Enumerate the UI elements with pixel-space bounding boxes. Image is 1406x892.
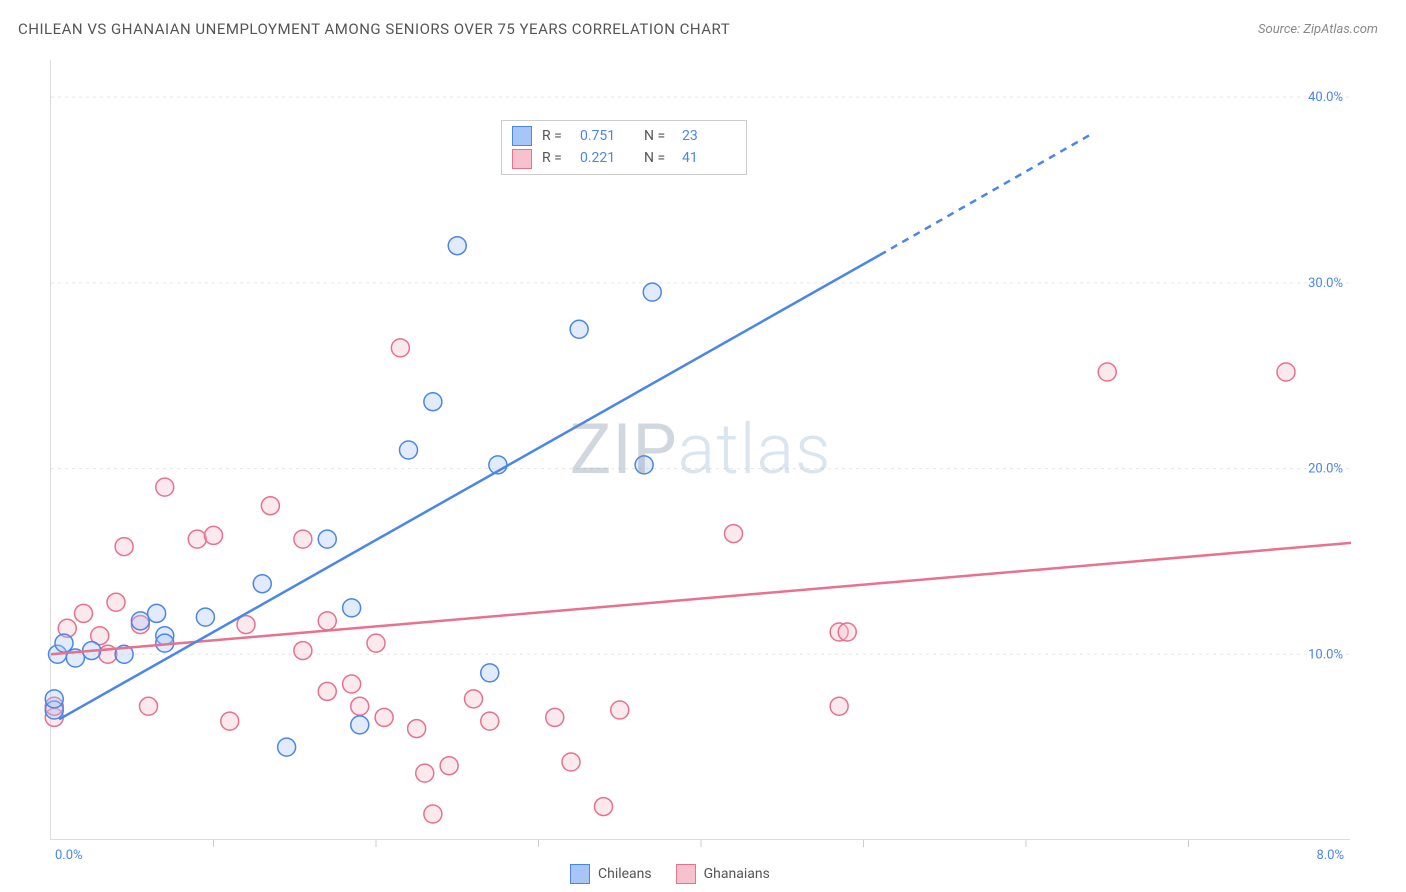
data-point [838,623,856,641]
data-point [343,675,361,693]
n-label: N = [644,125,672,147]
legend-label: Chileans [598,866,652,882]
data-point [148,604,166,622]
data-point [221,712,239,730]
data-point [140,697,158,715]
correlation-row-chileans: R = 0.751 N = 23 [512,125,736,147]
data-point [440,757,458,775]
legend-swatch [676,864,696,884]
legend-item: Ghanaians [676,864,770,884]
data-point [294,642,312,660]
correlation-row-ghanaians: R = 0.221 N = 41 [512,147,736,169]
data-point [830,697,848,715]
data-point [55,634,73,652]
data-point [408,720,426,738]
data-point [343,599,361,617]
r-value-ghanaians: 0.221 [580,147,634,169]
r-label: R = [542,125,570,147]
swatch-ghanaians [512,149,532,169]
data-point [416,764,434,782]
data-point [643,283,661,301]
y-tick-label: 30.0% [1308,276,1343,291]
data-point [562,753,580,771]
data-point [595,798,613,816]
data-point [351,716,369,734]
data-point [481,664,499,682]
data-point [725,525,743,543]
y-tick-label: 40.0% [1308,90,1343,105]
data-point [546,708,564,726]
data-point [318,530,336,548]
legend-item: Chileans [570,864,652,884]
swatch-chileans [512,126,532,146]
data-point [156,478,174,496]
r-value-chileans: 0.751 [580,125,634,147]
r-label: R = [542,147,570,169]
chart-title: CHILEAN VS GHANAIAN UNEMPLOYMENT AMONG S… [18,20,730,38]
n-label: N = [644,147,672,169]
data-point [107,593,125,611]
data-point [196,608,214,626]
n-value-ghanaians: 41 [682,147,736,169]
correlation-legend: R = 0.751 N = 23 R = 0.221 N = 41 [501,120,747,175]
n-value-chileans: 23 [682,125,736,147]
data-point [400,441,418,459]
y-tick-label: 10.0% [1308,647,1343,662]
series-legend: Chileans Ghanaians [570,864,770,884]
chart-svg: 10.0% 20.0% 30.0% 40.0% [51,60,1350,839]
data-point [1098,363,1116,381]
data-point [465,690,483,708]
data-point [1277,363,1295,381]
y-tick-label: 20.0% [1308,462,1343,477]
legend-label: Ghanaians [704,866,770,882]
data-point [318,612,336,630]
source-attribution: Source: ZipAtlas.com [1258,22,1378,37]
data-point [611,701,629,719]
data-point [351,697,369,715]
data-point [75,604,93,622]
data-point [205,526,223,544]
data-point [318,682,336,700]
x-axis-max-label: 8.0% [1316,848,1344,863]
x-axis-min-label: 0.0% [55,848,83,863]
data-point [424,393,442,411]
data-point [261,497,279,515]
data-point [570,320,588,338]
data-point [391,339,409,357]
data-point [424,805,442,823]
data-point [294,530,312,548]
data-point [115,538,133,556]
legend-swatch [570,864,590,884]
data-point [481,712,499,730]
data-point [375,708,393,726]
data-point [635,456,653,474]
data-point [253,575,271,593]
data-point [45,690,63,708]
plot-area: 10.0%20.0%30.0%40.0% 0.0% 8.0% ZIPatlas … [50,60,1350,840]
data-point [131,612,149,630]
data-point [367,634,385,652]
data-point [188,530,206,548]
data-point [278,738,296,756]
data-point [448,237,466,255]
